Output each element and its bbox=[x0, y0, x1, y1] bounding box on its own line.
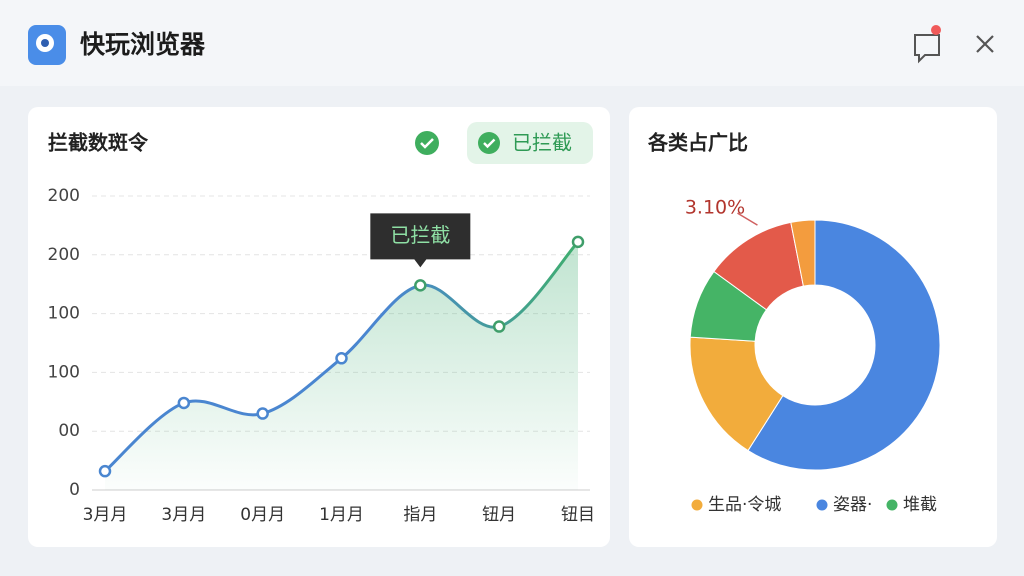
legend-swatch bbox=[691, 499, 703, 511]
y-tick-label: 100 bbox=[48, 362, 80, 382]
legend-label: 堆截 bbox=[903, 495, 937, 515]
x-tick-label: 3月月 bbox=[83, 505, 128, 525]
x-tick-label: 钮月 bbox=[482, 505, 516, 525]
tooltip-text: 已拦截 bbox=[390, 223, 450, 247]
message-button[interactable] bbox=[914, 34, 940, 64]
line-title: 拦截数斑令 bbox=[48, 131, 149, 155]
app-title: 快玩浏览器 bbox=[80, 30, 206, 59]
badge-text: 已拦截 bbox=[512, 131, 572, 155]
notification-dot bbox=[931, 25, 941, 35]
badge-check bbox=[483, 138, 496, 149]
point bbox=[98, 464, 112, 478]
badge-icon bbox=[478, 132, 500, 154]
donut-card bbox=[629, 107, 997, 547]
check-icon bbox=[415, 131, 439, 155]
legend-label: 生品·令城 bbox=[708, 495, 781, 515]
legend-swatch bbox=[816, 499, 828, 511]
x-tick-label: 3月月 bbox=[161, 505, 206, 525]
y-tick-label: 0 bbox=[69, 480, 80, 500]
y-tick-label: 200 bbox=[48, 245, 80, 265]
x-tick-label: 指月 bbox=[403, 505, 437, 525]
point bbox=[177, 396, 191, 410]
point bbox=[492, 320, 506, 333]
donut-slice bbox=[790, 219, 816, 287]
tooltip bbox=[370, 213, 471, 268]
legend-label: 姿器· bbox=[833, 495, 872, 515]
legend-swatch bbox=[886, 499, 898, 511]
x-tick-label: 1月月 bbox=[319, 505, 364, 525]
donut-slice bbox=[689, 336, 784, 452]
x-tick-label: 钮目 bbox=[561, 505, 595, 525]
label-leader bbox=[737, 212, 758, 226]
value-label: 3.10% bbox=[685, 197, 745, 219]
title-bar bbox=[0, 0, 1024, 86]
x-tick-label: 0月月 bbox=[240, 505, 285, 525]
app-icon-eye bbox=[41, 39, 49, 47]
donut-slice bbox=[747, 219, 941, 471]
point bbox=[414, 279, 427, 292]
check-mark bbox=[420, 138, 434, 149]
y-tick-label: 100 bbox=[48, 304, 80, 324]
badge[interactable] bbox=[467, 122, 593, 164]
y-tick-label: 200 bbox=[48, 186, 80, 206]
area bbox=[105, 241, 578, 490]
close-button[interactable] bbox=[976, 35, 994, 53]
point bbox=[571, 235, 585, 249]
point bbox=[256, 407, 269, 420]
point bbox=[335, 352, 348, 365]
y-tick-label: 00 bbox=[58, 421, 80, 441]
donut-title: 各类占广比 bbox=[647, 131, 748, 155]
